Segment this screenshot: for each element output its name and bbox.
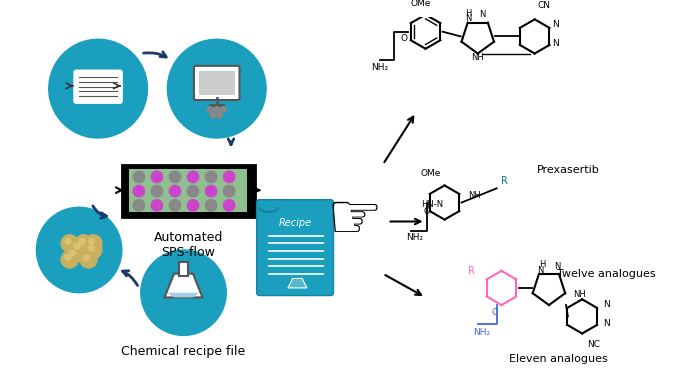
Circle shape (66, 246, 83, 263)
Text: Automated
SPS-flow: Automated SPS-flow (153, 231, 223, 259)
Text: Eleven analogues: Eleven analogues (509, 354, 608, 364)
Bar (122, 165, 255, 217)
Circle shape (133, 185, 145, 197)
Text: HN-N: HN-N (421, 200, 443, 209)
Text: OMe: OMe (410, 0, 431, 8)
Circle shape (169, 185, 181, 197)
Text: Prexasertib: Prexasertib (536, 165, 599, 175)
FancyBboxPatch shape (75, 71, 122, 103)
Text: Chemical recipe file: Chemical recipe file (121, 345, 246, 358)
FancyBboxPatch shape (194, 66, 240, 100)
Text: NH₂: NH₂ (407, 233, 424, 242)
Circle shape (61, 251, 78, 268)
Circle shape (214, 107, 220, 112)
Text: H: H (465, 9, 471, 17)
Circle shape (84, 255, 90, 260)
Bar (179, 262, 188, 276)
Circle shape (85, 235, 102, 252)
Text: NH₂: NH₂ (473, 329, 490, 337)
Text: H: H (540, 260, 546, 269)
Circle shape (187, 185, 199, 197)
Text: N: N (603, 300, 610, 309)
Circle shape (70, 250, 75, 256)
Circle shape (88, 239, 95, 244)
Text: N: N (552, 39, 559, 48)
Circle shape (133, 200, 145, 211)
Text: O: O (400, 34, 407, 43)
Text: N: N (603, 319, 610, 328)
Text: Twelve analogues: Twelve analogues (557, 269, 655, 279)
Text: CN: CN (538, 1, 551, 10)
Text: N: N (465, 14, 471, 23)
Polygon shape (167, 293, 199, 297)
Circle shape (223, 200, 235, 211)
Circle shape (169, 200, 181, 211)
Polygon shape (164, 274, 203, 297)
FancyBboxPatch shape (257, 200, 334, 296)
Text: R: R (501, 175, 508, 185)
Circle shape (221, 107, 226, 112)
Circle shape (141, 250, 226, 335)
Text: OMe: OMe (421, 169, 441, 178)
Circle shape (151, 200, 162, 211)
Circle shape (65, 239, 71, 244)
Circle shape (75, 235, 92, 252)
Circle shape (223, 171, 235, 182)
Circle shape (206, 185, 216, 197)
Text: R: R (469, 266, 475, 276)
Text: ☞: ☞ (326, 192, 382, 252)
Circle shape (187, 171, 199, 182)
Text: NH: NH (573, 290, 586, 299)
Text: O: O (492, 307, 499, 316)
Text: N: N (553, 262, 560, 271)
Text: NH: NH (469, 191, 481, 200)
Circle shape (206, 200, 216, 211)
Text: Recipe: Recipe (279, 218, 312, 228)
Circle shape (206, 171, 216, 182)
Circle shape (85, 242, 102, 259)
Circle shape (88, 245, 95, 251)
Circle shape (49, 39, 147, 138)
Circle shape (208, 107, 213, 112)
Circle shape (216, 112, 223, 118)
Circle shape (80, 251, 97, 268)
Bar (199, 71, 235, 95)
Polygon shape (288, 279, 307, 288)
Circle shape (75, 243, 80, 249)
Circle shape (167, 39, 266, 138)
Circle shape (223, 185, 235, 197)
Circle shape (151, 185, 162, 197)
Circle shape (210, 112, 216, 118)
Circle shape (61, 235, 78, 252)
Circle shape (71, 239, 88, 257)
Bar (129, 169, 247, 212)
Circle shape (133, 171, 145, 182)
Circle shape (151, 171, 162, 182)
Text: NH₂: NH₂ (371, 63, 388, 72)
Text: N: N (479, 10, 486, 20)
Text: NH: NH (471, 53, 484, 62)
Circle shape (187, 200, 199, 211)
Circle shape (79, 239, 85, 244)
Circle shape (65, 255, 71, 260)
Text: N: N (552, 20, 559, 29)
Text: N: N (538, 266, 544, 275)
Circle shape (36, 207, 122, 293)
Text: O: O (423, 207, 430, 216)
Text: NC: NC (587, 340, 600, 349)
Circle shape (169, 171, 181, 182)
